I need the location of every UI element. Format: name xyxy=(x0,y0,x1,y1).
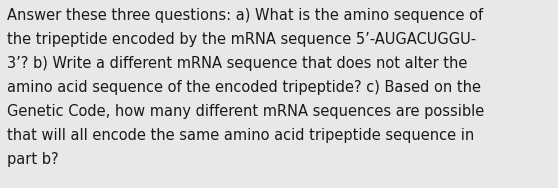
Text: amino acid sequence of the encoded tripeptide? c) Based on the: amino acid sequence of the encoded tripe… xyxy=(7,80,480,95)
Text: that will all encode the same amino acid tripeptide sequence in: that will all encode the same amino acid… xyxy=(7,128,474,143)
Text: part b?: part b? xyxy=(7,152,59,167)
Text: 3’? b) Write a different mRNA sequence that does not alter the: 3’? b) Write a different mRNA sequence t… xyxy=(7,56,467,71)
Text: Genetic Code, how many different mRNA sequences are possible: Genetic Code, how many different mRNA se… xyxy=(7,104,484,119)
Text: the tripeptide encoded by the mRNA sequence 5’-AUGACUGGU-: the tripeptide encoded by the mRNA seque… xyxy=(7,32,476,47)
Text: Answer these three questions: a) What is the amino sequence of: Answer these three questions: a) What is… xyxy=(7,8,483,23)
